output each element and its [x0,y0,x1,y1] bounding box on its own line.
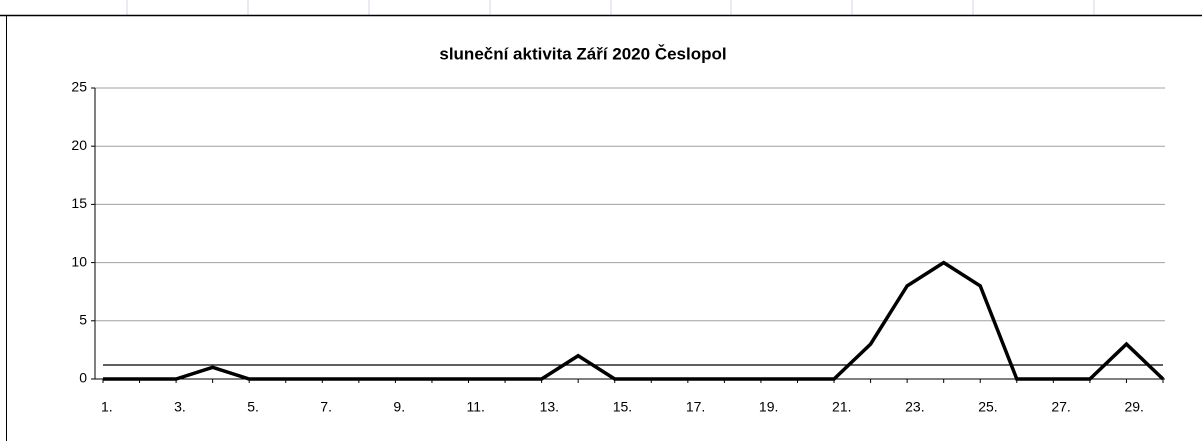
sheet-grid [126,0,1095,15]
x-tick-label: 3. [174,399,186,415]
chart-title: sluneční aktivita Září 2020 Česlopol [439,44,726,63]
y-tick-label: 5 [79,312,87,328]
y-tick-label: 0 [79,370,87,386]
x-tick-label: 9. [393,399,405,415]
x-tick-label: 27. [1051,399,1070,415]
x-tick-label: 21. [832,399,851,415]
y-tick-label: 25 [71,79,87,95]
x-tick-label: 17. [686,399,705,415]
x-tick-label: 19. [759,399,778,415]
series-line [103,260,1165,381]
y-tick-label: 10 [71,253,87,269]
x-tick-label: 25. [978,399,997,415]
x-tick-label: 29. [1124,399,1143,415]
x-tick-label: 23. [905,399,924,415]
y-tick-label: 20 [71,137,87,153]
x-tick-label: 15. [613,399,632,415]
x-tick-label: 5. [247,399,259,415]
y-tick-label: 15 [71,195,87,211]
x-tick-label: 13. [540,399,559,415]
x-tick-label: 11. [467,399,485,415]
x-tick-label: 1. [101,399,113,415]
x-tick-label: 7. [320,399,332,415]
